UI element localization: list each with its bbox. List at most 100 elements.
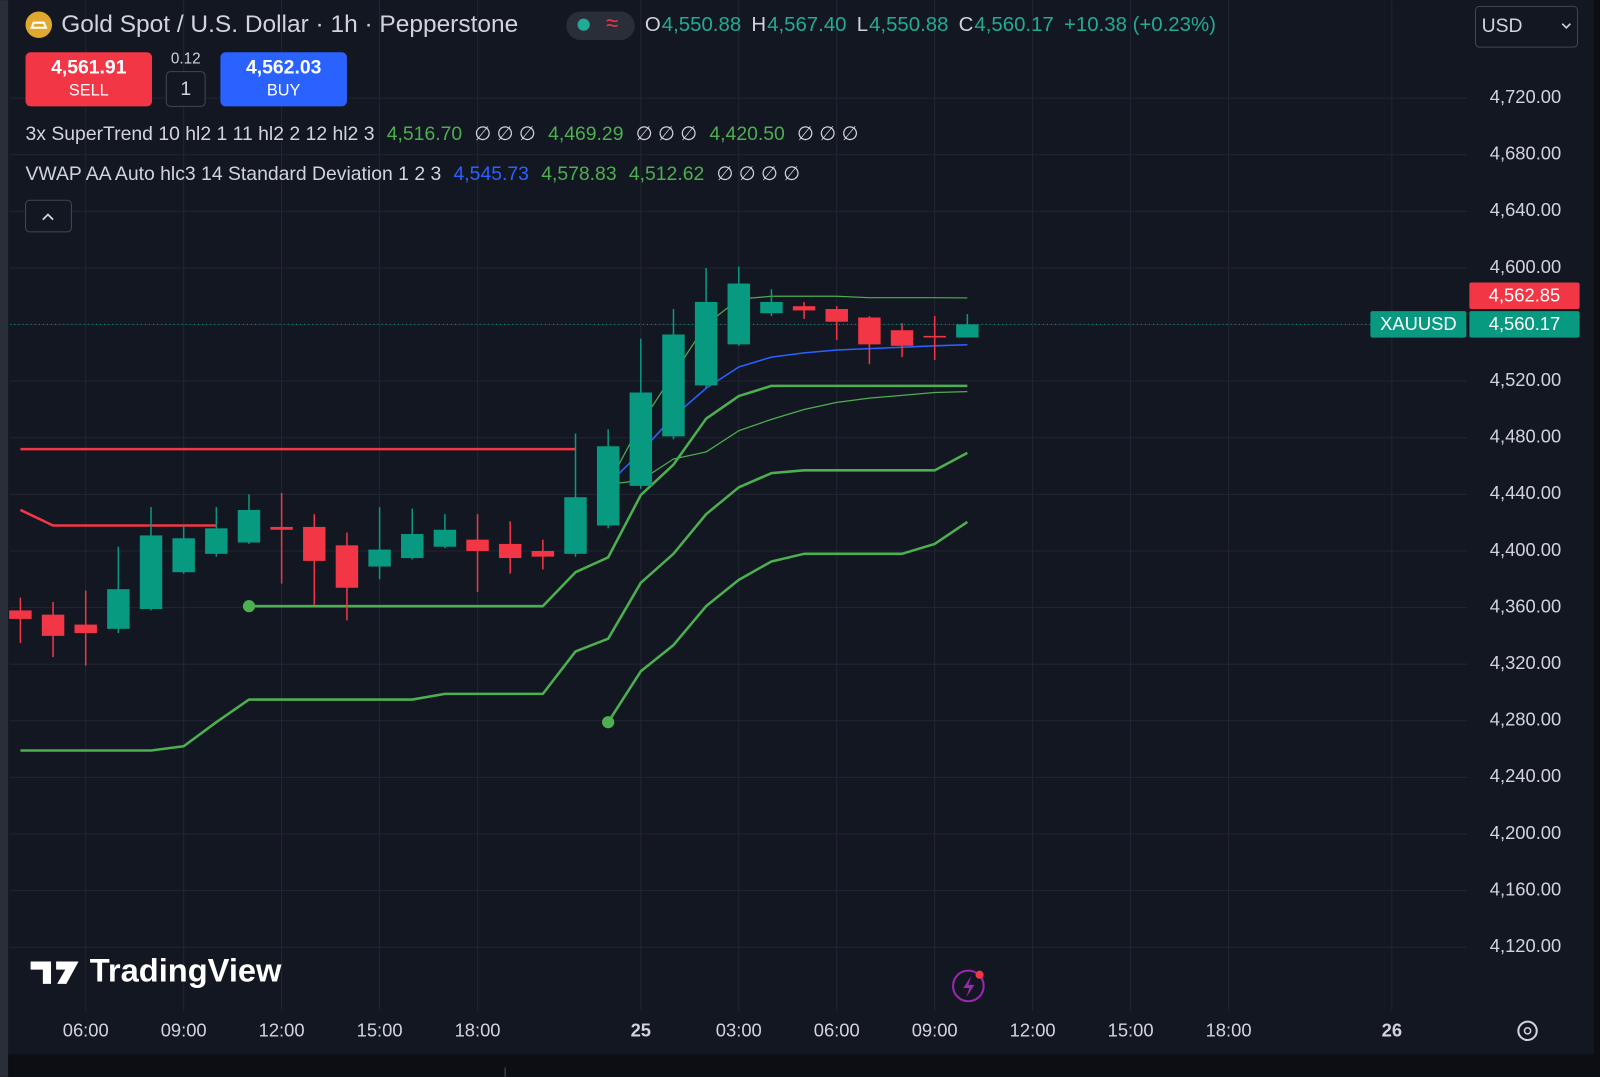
x-tick-label: 15:00	[1108, 1020, 1154, 1041]
buy-button[interactable]	[220, 52, 347, 107]
settings-icon[interactable]	[1517, 1020, 1538, 1042]
watermark-logo	[30, 961, 79, 984]
indicator-line	[248, 384, 968, 608]
buy-label: BUY	[267, 81, 301, 99]
candle-body	[237, 509, 261, 543]
y-tick-label: 4,600.00	[1490, 256, 1561, 277]
alert-bolt	[963, 975, 975, 998]
x-tick-label: 18:00	[1206, 1020, 1252, 1041]
symbol-icon	[25, 11, 53, 38]
indicator-title: VWAP AA Auto hlc3 14 Standard Deviation …	[26, 163, 442, 185]
candle-body	[890, 330, 914, 346]
indicator-value: 4,420.50	[709, 123, 785, 145]
symbol-title[interactable]: Gold Spot / U.S. Dollar · 1h · Peppersto…	[61, 11, 518, 38]
candle-body	[596, 446, 620, 526]
y-tick-label: 4,120.00	[1490, 935, 1561, 956]
candle-body	[792, 306, 816, 311]
collapse-icon	[42, 213, 54, 221]
price-marker	[1469, 311, 1580, 338]
right-edge	[1593, 0, 1600, 1077]
indicator-value: 4,545.73	[454, 163, 529, 185]
ohlc-key: L	[857, 14, 868, 36]
y-tick-label: 4,520.00	[1490, 369, 1561, 390]
price-marker	[1469, 282, 1580, 310]
candle-body	[172, 538, 195, 573]
ohlc-key: C	[959, 14, 974, 36]
ohlc-value: 4,567.40	[767, 14, 846, 36]
candle-body	[531, 550, 555, 557]
y-tick-label: 4,680.00	[1490, 143, 1561, 164]
indicator-value: 4,516.70	[387, 123, 463, 145]
x-tick-label: 09:00	[161, 1020, 207, 1041]
ohlc-value: 4,550.88	[662, 14, 741, 36]
indicator-value: ∅ ∅ ∅	[636, 123, 697, 145]
indicator-line	[607, 520, 969, 723]
y-tick-label: 4,240.00	[1490, 765, 1561, 786]
spread: 0.12	[171, 50, 201, 67]
watermark: TradingView	[90, 951, 282, 988]
trend-start-dot	[602, 716, 615, 729]
candle-body	[466, 539, 489, 551]
sell-label: SELL	[69, 81, 109, 99]
indicator-legend: 3x SuperTrend 10 hl2 1 11 hl2 2 12 hl2 3…	[26, 123, 859, 185]
candle-body	[433, 529, 457, 547]
left-edge	[0, 0, 9, 1077]
x-tick-label: 03:00	[716, 1020, 762, 1041]
status-dot	[577, 18, 590, 31]
candle-body	[270, 526, 293, 530]
candle-body	[74, 624, 97, 634]
currency-select[interactable]	[1475, 5, 1579, 48]
candle-body	[41, 614, 65, 636]
sell-button[interactable]	[25, 52, 153, 107]
y-tick-label: 4,360.00	[1490, 595, 1561, 616]
y-tick-label: 4,200.00	[1490, 822, 1561, 843]
indicator-value: 4,512.62	[629, 163, 704, 185]
axes: 4,120.00 4,160.00 4,200.00 4,240.00 4,280.00…	[63, 0, 1594, 1055]
candle-body	[956, 324, 979, 338]
symbol-marker-label: XAUUSD	[1380, 313, 1457, 334]
buy-price: 4,562.03	[246, 57, 322, 79]
x-tick-label: 15:00	[357, 1020, 403, 1041]
y-tick-label: 4,720.00	[1490, 86, 1561, 107]
candle-body	[205, 528, 228, 554]
candle-body	[662, 334, 685, 437]
currency-caret	[1561, 23, 1571, 29]
x-tick-label: 12:00	[1010, 1020, 1056, 1041]
ohlc-key: O	[645, 14, 661, 36]
candle-body	[303, 526, 326, 561]
status-pill[interactable]	[566, 11, 635, 41]
price-axis	[1467, 0, 1594, 1055]
indicator-line	[608, 391, 968, 486]
alert-badge	[975, 970, 984, 979]
currency-label: USD	[1482, 15, 1523, 37]
candle-body	[401, 534, 424, 559]
y-tick-label: 4,440.00	[1490, 482, 1561, 503]
y-tick-label: 4,320.00	[1490, 652, 1561, 673]
candle-body	[107, 589, 130, 629]
candle-body	[825, 309, 848, 322]
indicator-value: 4,578.83	[541, 163, 616, 185]
indicator-value: ∅ ∅ ∅	[474, 123, 535, 145]
candle-body	[368, 549, 391, 567]
y-tick-label: 4,400.00	[1490, 539, 1561, 560]
price-marker-label: 4,560.17	[1489, 313, 1560, 334]
candle-body	[9, 610, 32, 619]
candles	[9, 266, 979, 666]
indicator-title: 3x SuperTrend 10 hl2 1 11 hl2 2 12 hl2 3	[26, 123, 375, 145]
x-tick-label: 18:00	[455, 1020, 501, 1041]
indicator-line	[20, 451, 968, 752]
candle-body	[335, 545, 359, 588]
ohlc-value: 4,560.17	[974, 14, 1053, 36]
quantity-box[interactable]	[165, 71, 206, 107]
indicator-value: ∅ ∅ ∅	[797, 123, 858, 145]
indicator-value: 4,469.29	[548, 123, 623, 145]
status-icon: ≈	[606, 11, 618, 36]
y-tick-label: 4,160.00	[1490, 878, 1561, 899]
candle-body	[629, 392, 653, 486]
settings-icon-core	[1523, 1027, 1532, 1035]
x-tick-label: 06:00	[63, 1020, 109, 1041]
alert-icon[interactable]	[952, 969, 985, 1003]
